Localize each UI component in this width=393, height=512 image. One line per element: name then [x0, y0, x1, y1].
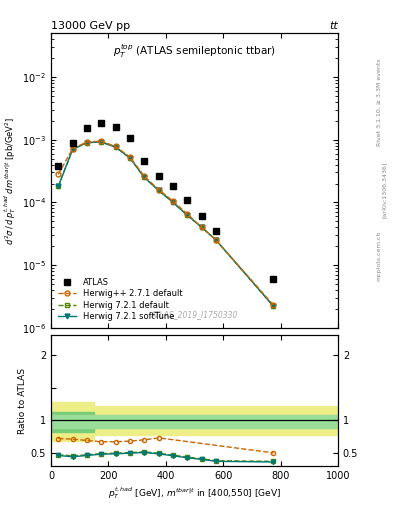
Text: Rivet 3.1.10, ≥ 3.3M events: Rivet 3.1.10, ≥ 3.3M events	[377, 58, 382, 146]
Text: 13000 GeV pp: 13000 GeV pp	[51, 20, 130, 31]
Y-axis label: Ratio to ATLAS: Ratio to ATLAS	[18, 368, 27, 434]
Text: $p_T^{top}$ (ATLAS semileptonic ttbar): $p_T^{top}$ (ATLAS semileptonic ttbar)	[113, 42, 276, 60]
Y-axis label: $d^2\sigma\,/\,d\,p_T^{t,had}\,d\,m^{tbar|t}$ [pb/GeV$^2$]: $d^2\sigma\,/\,d\,p_T^{t,had}\,d\,m^{tba…	[2, 116, 18, 245]
Text: mcplots.cern.ch: mcplots.cern.ch	[377, 231, 382, 281]
Text: tt: tt	[329, 20, 338, 31]
Text: [arXiv:1306.3436]: [arXiv:1306.3436]	[382, 161, 387, 218]
Legend: ATLAS, Herwig++ 2.7.1 default, Herwig 7.2.1 default, Herwig 7.2.1 softTune: ATLAS, Herwig++ 2.7.1 default, Herwig 7.…	[55, 275, 185, 324]
X-axis label: $p_T^{t,had}$ [GeV], $m^{tbar|t}$ in [400,550] [GeV]: $p_T^{t,had}$ [GeV], $m^{tbar|t}$ in [40…	[108, 485, 281, 501]
Text: ATLAS_2019_I1750330: ATLAS_2019_I1750330	[151, 310, 238, 319]
